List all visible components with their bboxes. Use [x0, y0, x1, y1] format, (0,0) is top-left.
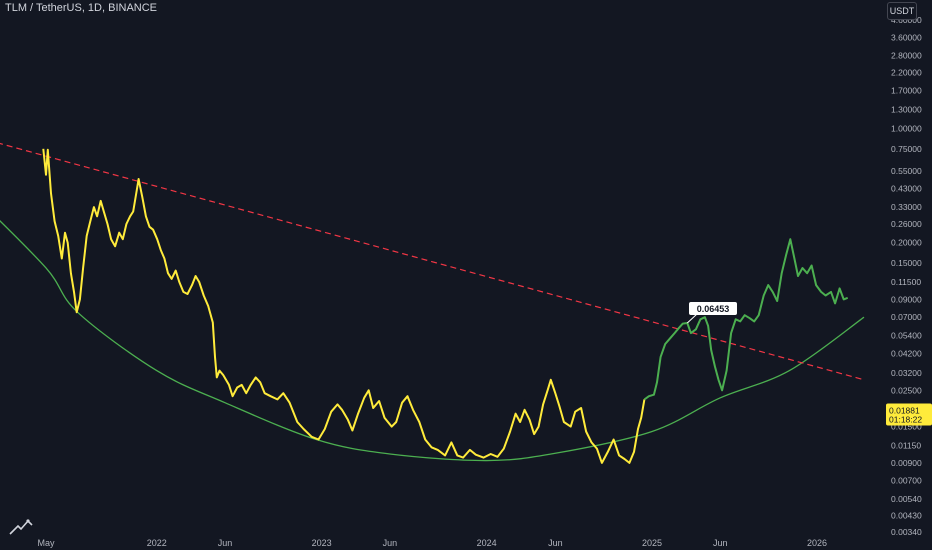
price-axis-bg [885, 0, 932, 550]
price-tick-label: 0.00340 [891, 527, 922, 537]
tradingview-logo-icon[interactable] [8, 518, 34, 538]
price-tick-label: 0.00540 [891, 494, 922, 504]
price-tick-label: 0.26000 [891, 219, 922, 229]
last-price-value: 0.01881 [889, 406, 920, 416]
price-tick-label: 1.00000 [891, 123, 922, 133]
price-tick-label: 0.00700 [891, 476, 922, 486]
price-tick-label: 0.04200 [891, 348, 922, 358]
price-tick-label: 0.75000 [891, 144, 922, 154]
price-line-green [643, 238, 849, 401]
price-tick-label: 0.09000 [891, 294, 922, 304]
support-curve-path [0, 220, 865, 462]
price-label-box [689, 302, 737, 315]
price-tick-label: 0.33000 [891, 202, 922, 212]
price-tick-label: 4.60000 [891, 15, 922, 25]
time-tick-label: Jun [383, 538, 398, 548]
price-label-pointer [686, 313, 698, 324]
price-tick-label: 0.00430 [891, 510, 922, 520]
currency-button[interactable]: USDT [887, 2, 917, 20]
price-tick-label: 0.55000 [891, 166, 922, 176]
price-tick-label: 0.01150 [891, 440, 921, 450]
price-tick-label: 2.80000 [891, 50, 922, 60]
price-tick-label: 0.00900 [891, 458, 922, 468]
annotations: 0.06453 [686, 302, 737, 324]
time-tick-label: 2023 [312, 538, 332, 548]
price-tick-label: 0.05400 [891, 331, 922, 341]
time-tick-label: 2022 [147, 538, 167, 548]
price-tick-label: 0.03200 [891, 368, 922, 378]
resistance-trendline [0, 142, 865, 381]
time-tick-label: Jun [218, 538, 233, 548]
price-line-yellow [42, 148, 646, 464]
price-tick-label: 3.60000 [891, 32, 922, 42]
time-tick-label: 2026 [807, 538, 827, 548]
price-axis: 4.60000 3.60000 2.80000 2.20000 1.70000 1.300… [885, 0, 932, 550]
price-tick-label: 0.01500 [891, 422, 922, 432]
last-price-countdown: 01:18:22 [889, 415, 922, 425]
time-tick-label: 2025 [642, 538, 662, 548]
symbol-title[interactable]: TLM / TetherUS, 1D, BINANCE [5, 2, 158, 14]
support-curve [0, 220, 865, 462]
price-tick-label: 1.30000 [891, 105, 922, 115]
price-tick-label: 0.02500 [891, 385, 922, 395]
resistance-trendline-path [0, 142, 865, 381]
price-tick-label: 0.20000 [891, 238, 922, 248]
price-tick-label: 0.07000 [891, 312, 922, 322]
price-tick-label: 0.43000 [891, 183, 922, 193]
price-tick-label: 0.11500 [891, 277, 921, 287]
time-tick-label: Jun [548, 538, 563, 548]
last-price-box [886, 403, 932, 426]
price-label-text: 0.06453 [697, 304, 730, 314]
price-series [42, 148, 849, 464]
price-tick-label: 1.70000 [891, 86, 922, 96]
time-tick-label: Jun [713, 538, 728, 548]
price-tick-label: 2.20000 [891, 67, 922, 77]
time-tick-label: May [37, 538, 55, 548]
time-tick-label: 2024 [477, 538, 497, 548]
time-axis: May 2022 Jun 2023 Jun 2024 Jun 2025 Jun 2026 [37, 538, 827, 548]
price-tick-label: 0.15000 [891, 258, 922, 268]
